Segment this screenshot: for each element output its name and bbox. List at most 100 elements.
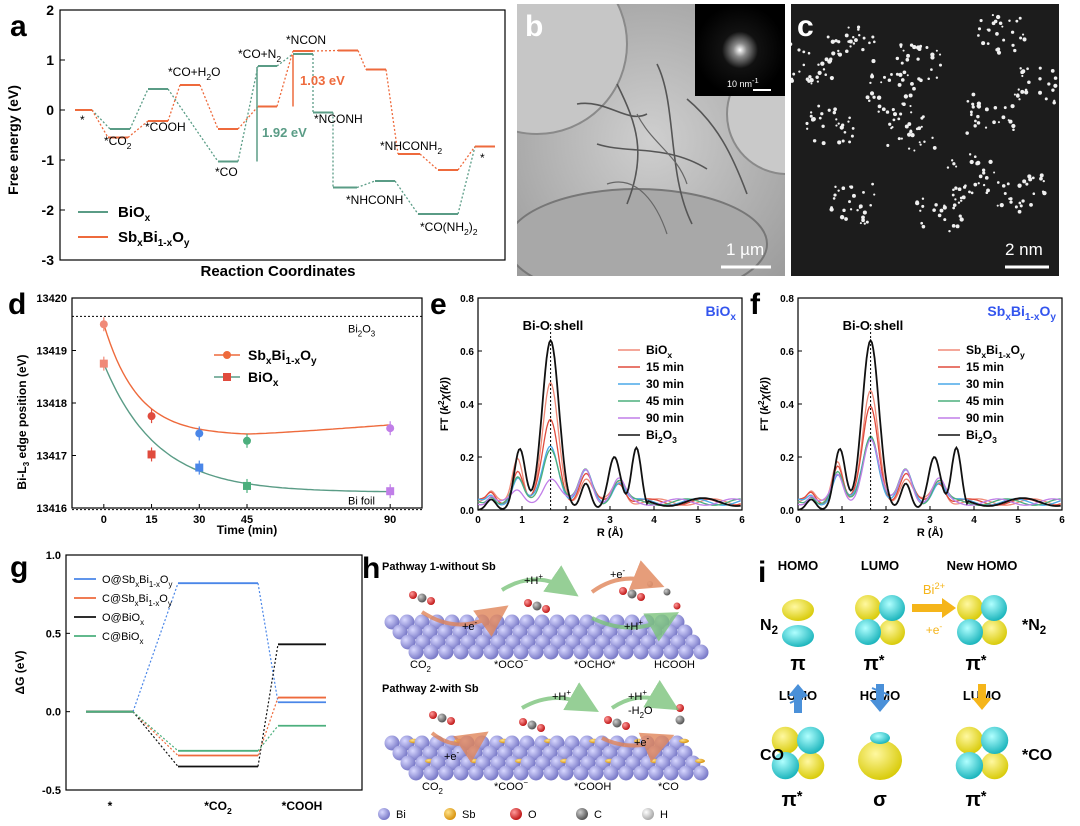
atom-spot bbox=[948, 229, 951, 233]
atom-spot bbox=[907, 147, 911, 150]
orbital-lobe bbox=[980, 726, 1009, 755]
x-axis-label: R (Å) bbox=[917, 526, 944, 538]
atom-spot bbox=[909, 43, 914, 47]
y-tick-label: 13417 bbox=[36, 451, 67, 463]
atom-spot bbox=[809, 111, 813, 114]
legend-label: O@BiOx bbox=[102, 612, 144, 627]
x-tick-label: 0 bbox=[475, 515, 481, 526]
reaction-arrow bbox=[590, 560, 665, 594]
atom-spot bbox=[970, 191, 974, 195]
atom-spot bbox=[1053, 99, 1056, 102]
atom-spot bbox=[828, 60, 831, 63]
atom-spot bbox=[978, 174, 983, 179]
atom-spot bbox=[839, 214, 845, 220]
step-label: +H+ bbox=[552, 688, 571, 703]
bi-atom bbox=[392, 745, 408, 761]
panel-letter-b: b bbox=[525, 10, 544, 43]
bi-atom bbox=[468, 765, 484, 781]
atom-spot bbox=[886, 143, 890, 147]
atom-spot bbox=[993, 171, 996, 174]
bi-atom bbox=[423, 765, 439, 781]
y-tick-label: 0.8 bbox=[460, 294, 474, 305]
atom-spot bbox=[913, 149, 916, 152]
atom-spot bbox=[1053, 76, 1058, 80]
atom-spot bbox=[829, 207, 834, 212]
legend-atom bbox=[642, 808, 654, 820]
y-tick-label: 0.0 bbox=[780, 506, 794, 517]
legend-label: 90 min bbox=[966, 411, 1004, 425]
atom-spot bbox=[871, 35, 875, 39]
bi-atom bbox=[513, 644, 529, 660]
atom-spot bbox=[915, 200, 920, 206]
atom-spot bbox=[917, 126, 922, 131]
atom-spot bbox=[952, 203, 957, 207]
legend-atom bbox=[576, 808, 588, 820]
legend-label: O@SbxBi1-xOy bbox=[102, 574, 172, 589]
bi-o-shell-label: Bi-O shell bbox=[843, 318, 904, 333]
atom-spot bbox=[991, 14, 994, 17]
atom-spot bbox=[1038, 66, 1042, 70]
orbital-lobe bbox=[858, 740, 902, 780]
atom-spot bbox=[982, 183, 986, 187]
atom-spot bbox=[899, 45, 903, 48]
atom-spot bbox=[958, 214, 962, 218]
step-label: +H+ bbox=[524, 572, 543, 587]
atom-spot bbox=[829, 75, 834, 81]
x-tick-label: 6 bbox=[1059, 515, 1065, 526]
atom-spot bbox=[802, 50, 806, 54]
atom-spot bbox=[903, 94, 909, 99]
y-tick-label: 13420 bbox=[36, 293, 67, 305]
atom-spot bbox=[1042, 190, 1047, 196]
sbbio-connector bbox=[312, 49, 339, 52]
atom-spot bbox=[904, 124, 909, 129]
atom-spot bbox=[891, 126, 894, 129]
atom-spot bbox=[1013, 48, 1017, 53]
y-tick-label: 1 bbox=[46, 52, 54, 68]
ref-label-bi2o3: Bi2O3 bbox=[348, 323, 376, 338]
atom-spot bbox=[921, 197, 925, 200]
legend-atom bbox=[378, 808, 390, 820]
row-label-n2: N2 bbox=[760, 617, 778, 637]
y-axis-label: ΔG (eV) bbox=[13, 651, 27, 695]
orbital-symbol: π bbox=[790, 653, 805, 675]
atom-spot bbox=[982, 171, 986, 175]
c-atom bbox=[663, 588, 671, 596]
tem-scale-label: 1 µm bbox=[726, 240, 765, 259]
level-connector bbox=[132, 711, 179, 752]
atom-spot bbox=[959, 217, 964, 222]
atom-spot bbox=[848, 116, 851, 120]
atom-spot bbox=[1008, 19, 1011, 22]
species-label: *CO+H2O bbox=[168, 65, 220, 82]
step-label: +e- bbox=[634, 734, 650, 749]
atom-spot bbox=[1050, 69, 1055, 73]
atom-spot bbox=[910, 132, 915, 138]
fit-curve bbox=[103, 324, 391, 435]
atom-spot bbox=[871, 59, 876, 64]
atom-spot bbox=[900, 137, 903, 140]
reaction-arrow bbox=[430, 731, 489, 763]
orbital-lobe bbox=[955, 751, 984, 780]
atom-spot bbox=[861, 218, 865, 223]
saed-inset bbox=[695, 4, 785, 96]
atom-spot bbox=[912, 86, 916, 91]
atom-spot bbox=[826, 35, 830, 39]
atom-spot bbox=[1026, 67, 1029, 71]
atom-spot bbox=[1019, 184, 1022, 187]
atom-spot bbox=[807, 51, 811, 55]
atom-spot bbox=[906, 74, 909, 77]
atom-spot bbox=[938, 53, 942, 56]
bi-atom bbox=[498, 644, 514, 660]
panel-h-pathway-schematic: h Pathway 1-without Sb Pathway 2-with Sb… bbox=[362, 552, 709, 821]
atom-spot bbox=[919, 209, 922, 212]
atom-spot bbox=[1027, 80, 1031, 85]
atom-spot bbox=[1011, 43, 1015, 47]
atom-spot bbox=[1039, 173, 1044, 178]
legend-label: BiOx bbox=[646, 343, 672, 360]
orbital-lobe bbox=[855, 619, 881, 645]
atom-spot bbox=[871, 182, 874, 186]
atom-spot bbox=[1014, 205, 1018, 209]
ref-label-bi-foil: Bi foil bbox=[348, 496, 375, 508]
orbital-lobe bbox=[782, 625, 814, 647]
y-tick-label: -0.5 bbox=[42, 785, 61, 797]
atom-spot bbox=[869, 203, 872, 207]
